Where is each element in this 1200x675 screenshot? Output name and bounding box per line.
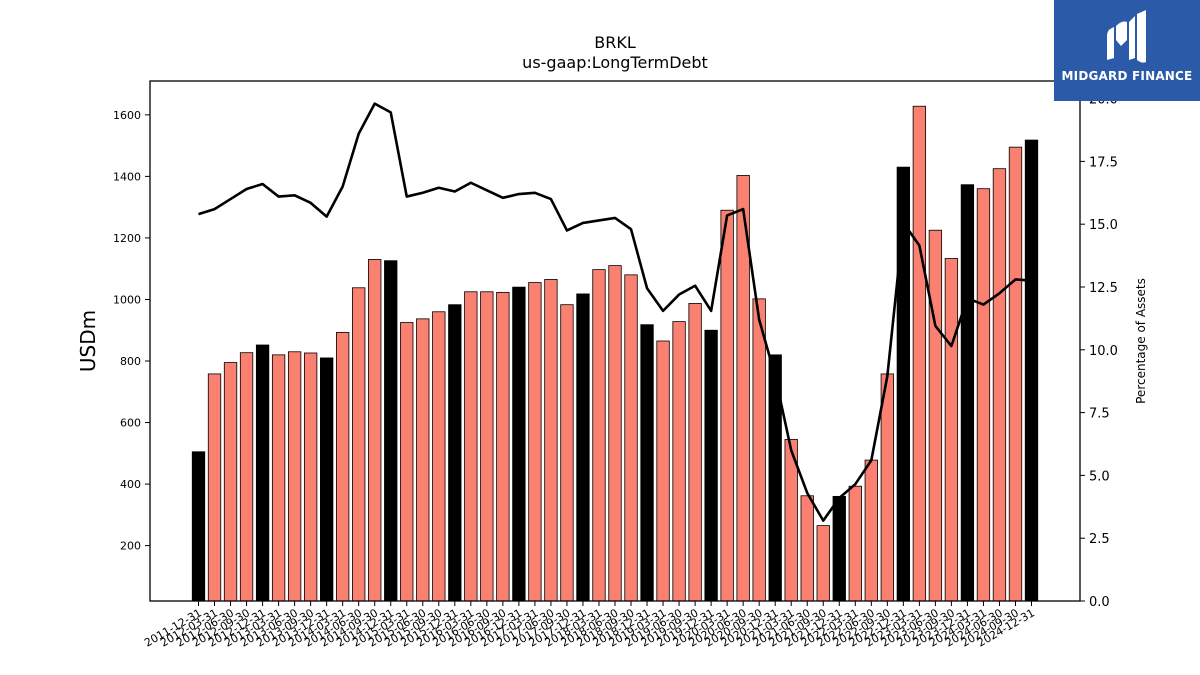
bar	[992, 168, 1007, 602]
bar	[416, 318, 430, 602]
bar	[704, 329, 718, 602]
bar	[271, 354, 286, 602]
bar	[480, 291, 494, 602]
brand-logo: MIDGARD FINANCE	[1054, 0, 1200, 101]
bar	[672, 321, 686, 602]
y2-tick-label: 5.0	[1089, 469, 1110, 484]
bar	[848, 485, 862, 602]
y-tick-label: 600	[120, 417, 141, 430]
bar	[816, 525, 830, 602]
chart-title: BRKL	[594, 33, 636, 52]
bar	[528, 282, 542, 602]
y2-tick-label: 7.5	[1089, 407, 1110, 422]
bar	[912, 105, 927, 602]
brand-name: MIDGARD FINANCE	[1061, 69, 1193, 83]
bar	[336, 331, 350, 602]
y2-tick-label: 15.0	[1089, 218, 1118, 233]
bar	[464, 291, 478, 602]
bar-series	[191, 105, 1039, 602]
bar	[1008, 146, 1023, 602]
bar	[832, 495, 846, 602]
bar	[688, 303, 702, 602]
axes: 200 400 600 800 1000 1200 1400 1600 0.0 2.5 5.0 7.5…	[113, 80, 1118, 650]
bar	[624, 274, 638, 602]
bar	[720, 209, 734, 602]
bar	[368, 259, 382, 602]
bar	[512, 286, 526, 602]
bar	[576, 293, 590, 602]
bar	[255, 344, 270, 602]
bar	[432, 311, 446, 602]
bar	[1024, 139, 1039, 602]
y-tick-label: 800	[120, 355, 141, 368]
bar	[608, 265, 622, 602]
line-series	[198, 102, 1032, 522]
y2-tick-label: 10.0	[1089, 344, 1118, 359]
bar	[656, 340, 670, 602]
y-tick-label: 1600	[113, 109, 141, 122]
y2-axis-label: Percentage of Assets	[1134, 278, 1148, 404]
y-tick-label: 1400	[113, 170, 141, 183]
bar	[976, 188, 991, 602]
percentage-line	[198, 102, 1032, 522]
y-tick-label: 1000	[113, 293, 141, 306]
midgard-logo-icon	[1107, 10, 1146, 63]
bar	[544, 279, 558, 602]
bar	[223, 362, 238, 602]
bar	[384, 260, 398, 602]
y2-tick-label: 12.5	[1089, 281, 1118, 296]
y2-tick-label: 17.5	[1089, 155, 1118, 170]
bar	[944, 258, 959, 602]
y2-tick-label: 2.5	[1089, 532, 1110, 547]
bar	[207, 373, 222, 602]
bar	[448, 304, 462, 602]
y-tick-label: 200	[120, 540, 141, 553]
bar	[191, 451, 206, 602]
y-tick-label: 1200	[113, 232, 141, 245]
bar	[864, 459, 878, 602]
y-axis-label: USDm	[76, 310, 100, 372]
bar	[640, 324, 654, 602]
bar	[800, 495, 814, 602]
bar	[287, 351, 302, 602]
bar	[496, 291, 510, 602]
bar	[303, 352, 318, 602]
bar	[592, 269, 606, 602]
chart-subtitle: us-gaap:LongTermDebt	[522, 53, 708, 72]
bar	[928, 229, 943, 602]
y2-tick-label: 0.0	[1089, 595, 1110, 610]
bar	[352, 287, 366, 602]
bar	[752, 298, 766, 602]
bar	[239, 352, 254, 602]
bar	[560, 304, 574, 602]
bar	[880, 373, 894, 602]
bar	[400, 322, 414, 602]
bar	[319, 357, 334, 602]
bar	[960, 184, 975, 602]
y-tick-label: 400	[120, 478, 141, 491]
